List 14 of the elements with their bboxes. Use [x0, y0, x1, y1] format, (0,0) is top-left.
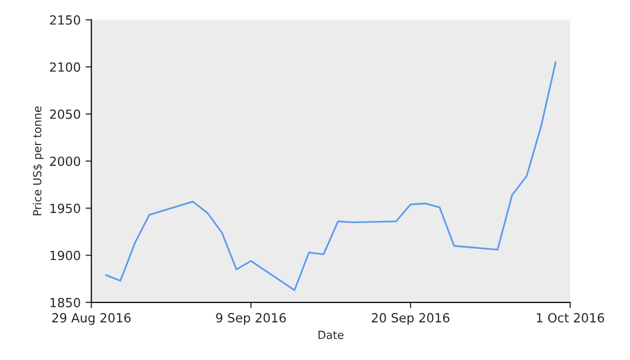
- x-tick-label: 1 Oct 2016: [536, 313, 604, 322]
- y-tick-label: 2050: [50, 109, 80, 119]
- x-axis-title: Date: [318, 330, 344, 340]
- y-tick-label: 1900: [50, 250, 80, 260]
- y-tick-label: 2150: [50, 15, 80, 25]
- x-tick-label: 9 Sep 2016: [216, 313, 286, 325]
- y-tick-label: 2000: [50, 156, 80, 166]
- y-tick-label: 2100: [50, 62, 80, 72]
- x-tick-label: 20 Sep 2016: [372, 313, 450, 325]
- y-axis-title: Price US$ per tonne: [32, 106, 44, 216]
- x-tick-label: 29 Aug 2016: [52, 313, 131, 325]
- y-tick-label: 1950: [50, 204, 80, 214]
- y-tick-label: 1850: [50, 298, 80, 308]
- line-series: [105, 61, 556, 291]
